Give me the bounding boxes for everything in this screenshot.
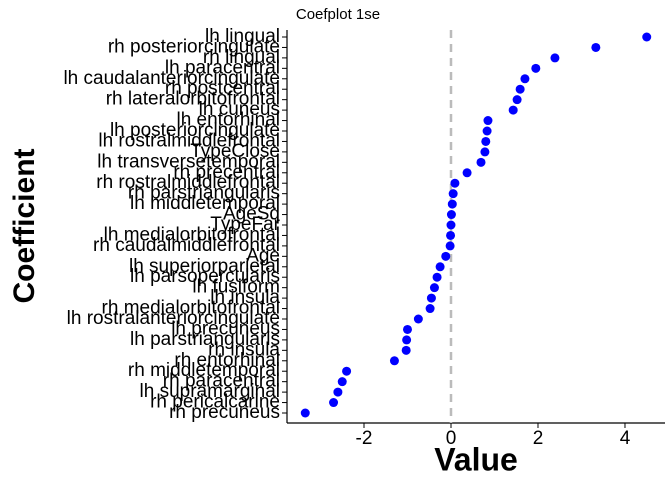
y-tick-label: lh posteriorcingulate — [110, 120, 280, 141]
x-tick-label: 4 — [620, 428, 631, 449]
dot — [300, 408, 310, 418]
dot — [426, 293, 436, 303]
y-tick-label: rh precentral — [173, 162, 280, 183]
dot — [402, 335, 412, 345]
y-tick-label: AgeSq — [223, 204, 280, 225]
y-tick-label: rh caudalmiddlefrontal — [93, 235, 280, 256]
dot — [512, 95, 522, 105]
dot — [329, 398, 339, 408]
dot — [481, 136, 491, 146]
x-tick-label: -2 — [356, 428, 373, 449]
dot — [508, 105, 518, 115]
y-tick-label: rh posteriorcingulate — [108, 36, 280, 57]
dot — [448, 189, 458, 199]
y-tick-label: rh medialorbitofrontal — [102, 298, 280, 319]
dot — [462, 168, 472, 178]
dot — [401, 345, 411, 355]
dot — [480, 147, 490, 157]
dot — [402, 324, 412, 334]
dot — [483, 116, 493, 126]
x-tick-label: 0 — [446, 428, 457, 449]
y-tick-label: lh paracentral — [165, 57, 280, 78]
dot — [446, 230, 456, 240]
y-tick-label: lh parstriangularis — [130, 329, 280, 350]
y-tick-label: lh rostralanteriorcingulate — [67, 308, 280, 329]
y-tick-label: lh precuneus — [171, 318, 280, 339]
y-tick-label: lh parsopercularis — [130, 266, 280, 287]
y-tick-label: TypeClose — [190, 141, 280, 162]
y-tick-label: lh caudalanteriorcingulate — [63, 68, 280, 89]
y-tick-label: lh supramarginal — [140, 381, 280, 402]
y-tick-label: rh paracentral — [163, 371, 280, 392]
dot — [591, 42, 601, 52]
dot — [476, 157, 486, 167]
dot — [413, 314, 423, 324]
y-tick-label: rh rostralmiddlefrontal — [96, 172, 280, 193]
dot — [515, 84, 525, 94]
dot — [337, 377, 347, 387]
y-tick-label: lh cuneus — [199, 99, 280, 120]
y-tick-label: lh fusiform — [192, 277, 280, 298]
y-tick-label: rh lingual — [203, 47, 280, 68]
dot — [447, 199, 457, 209]
dot — [450, 178, 460, 188]
dot — [446, 220, 456, 230]
y-tick-label: rh middletemporal — [128, 360, 280, 381]
dot — [446, 210, 456, 220]
y-tick-label: rh parstriangularis — [128, 183, 280, 204]
y-tick-label: lh lingual — [205, 26, 280, 47]
dot — [333, 387, 343, 397]
y-axis-label: Coefficient — [8, 148, 41, 303]
y-tick-label: rh lateralorbitofrontal — [106, 89, 280, 110]
dot — [642, 32, 652, 42]
y-tick-label: rh pericalcarine — [150, 392, 280, 413]
y-tick-label: lh superiorparietal — [129, 256, 280, 277]
y-tick-label: lh transversetemporal — [97, 151, 280, 172]
dot — [389, 356, 399, 366]
x-tick-label: 2 — [533, 428, 544, 449]
y-tick-label: rh precuneus — [169, 402, 280, 423]
y-tick-label: rh insula — [208, 339, 280, 360]
dot — [531, 63, 541, 73]
dot — [520, 74, 530, 84]
y-tick-label: lh insula — [210, 287, 280, 308]
x-axis-label: Value — [434, 441, 518, 477]
dot — [435, 262, 445, 272]
dot — [429, 283, 439, 293]
y-tick-label: Age — [246, 245, 280, 266]
y-tick-label: TypeFar — [210, 214, 280, 235]
dot — [441, 251, 451, 261]
dot — [445, 241, 455, 251]
dot — [432, 272, 442, 282]
dot — [550, 53, 560, 63]
y-tick-label: lh middletemporal — [130, 193, 280, 214]
dot — [342, 366, 352, 376]
dot — [425, 304, 435, 314]
y-tick-label: rh postcentral — [165, 78, 280, 99]
y-tick-label: lh rostralmiddlefrontal — [98, 130, 280, 151]
y-tick-label: lh entorhinal — [176, 110, 280, 131]
y-tick-label: lh medialorbitofrontal — [104, 224, 280, 245]
y-tick-label: rh entorhinal — [174, 350, 280, 371]
dot — [482, 126, 492, 136]
chart-title: Coefplot 1se — [296, 6, 380, 23]
